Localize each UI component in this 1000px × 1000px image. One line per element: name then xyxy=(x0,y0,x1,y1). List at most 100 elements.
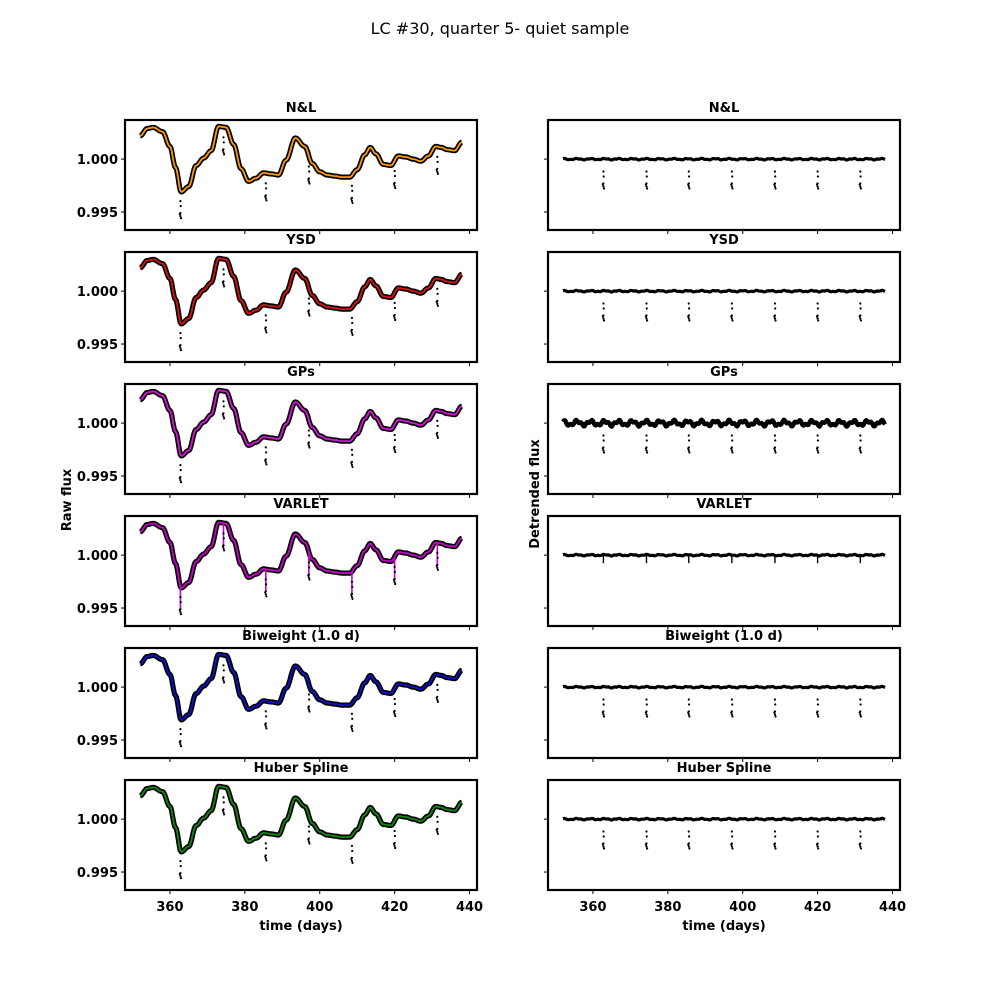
transit-point xyxy=(307,576,310,579)
transit-point xyxy=(178,873,181,876)
transit-point xyxy=(687,434,690,437)
transit-point xyxy=(179,200,182,203)
transit-point xyxy=(393,829,396,833)
transit-point xyxy=(222,664,225,667)
transit-point xyxy=(222,532,225,535)
transit-point xyxy=(816,170,819,173)
transit-point xyxy=(645,451,649,454)
raw-panel-3: GPs 1.000 0.995 xyxy=(77,365,479,498)
transit-point xyxy=(436,551,439,554)
transit-point xyxy=(645,830,648,833)
raw-panel-5: Biweight (1.0 d) 1.000 0.995 xyxy=(77,629,479,762)
transit-point xyxy=(393,184,396,188)
transit-point xyxy=(687,449,690,452)
transit-point xyxy=(773,185,777,188)
transit-point xyxy=(773,434,777,437)
transit-point xyxy=(264,842,267,845)
transit-point xyxy=(307,561,310,564)
transit-point xyxy=(222,400,225,403)
transit-point xyxy=(859,434,862,437)
transit-point xyxy=(222,796,225,799)
transit-point xyxy=(435,696,438,699)
transit-point xyxy=(221,281,224,284)
y-tick-label: 0.995 xyxy=(77,206,118,221)
panel-frame xyxy=(123,646,479,760)
transit-point xyxy=(179,469,182,472)
panel-title: N&L xyxy=(709,101,740,116)
x-tick-label: 360 xyxy=(579,900,606,915)
transit-point xyxy=(644,447,647,450)
transit-point xyxy=(731,715,734,718)
transit-point xyxy=(179,215,182,218)
x-tick-label: 420 xyxy=(381,900,408,915)
transit-point xyxy=(815,447,819,450)
transit-point xyxy=(774,703,777,706)
transit-point xyxy=(350,844,354,847)
transit-point xyxy=(351,321,354,324)
transit-point xyxy=(644,843,647,846)
transit-point xyxy=(308,302,311,305)
transit-point xyxy=(645,175,648,178)
transit-point xyxy=(308,842,311,845)
transit-point xyxy=(222,153,226,156)
transit-point xyxy=(858,843,861,846)
transit-point xyxy=(602,698,605,701)
transit-point xyxy=(265,319,268,322)
transit-point xyxy=(222,679,225,682)
raw-panel-6: Huber Spline 360 380 400 420 440 1.000 0.995 xyxy=(77,761,483,915)
transit-point xyxy=(435,828,438,831)
transit-point xyxy=(601,843,604,846)
transit-point xyxy=(222,285,226,288)
transit-point xyxy=(731,319,734,322)
trend-line xyxy=(139,389,463,457)
y-tick-label: 1.000 xyxy=(77,549,118,564)
transit-point xyxy=(774,835,777,838)
transit-point xyxy=(265,199,268,202)
panel-frame xyxy=(546,778,902,892)
transit-point xyxy=(351,453,354,456)
transit-point xyxy=(392,842,396,846)
transit-point xyxy=(815,315,819,318)
transit-point xyxy=(179,611,182,614)
transit-point xyxy=(645,170,648,173)
transit-point xyxy=(393,565,396,569)
transit-point xyxy=(221,677,224,680)
transit-point xyxy=(602,307,605,310)
transit-point xyxy=(601,711,604,714)
transit-point xyxy=(393,448,396,452)
transit-point xyxy=(179,745,183,748)
transit-point xyxy=(394,450,397,454)
transit-point xyxy=(688,175,691,178)
transit-point xyxy=(859,713,862,716)
transit-point xyxy=(436,170,439,173)
transit-point xyxy=(859,302,862,305)
transit-point xyxy=(436,155,439,158)
transit-point xyxy=(350,593,353,596)
transit-point xyxy=(858,315,861,318)
detrended-flux-points xyxy=(562,684,886,690)
transit-point xyxy=(392,314,396,318)
transit-point xyxy=(222,537,225,540)
transit-point xyxy=(350,199,354,202)
transit-point xyxy=(394,582,397,586)
x-tick-label: 440 xyxy=(456,900,483,915)
transit-point xyxy=(687,713,690,716)
transit-point xyxy=(816,302,819,305)
detrended-panel-4: VARLET xyxy=(544,497,902,630)
transit-point xyxy=(730,447,733,450)
transit-point xyxy=(602,830,605,833)
transit-point xyxy=(308,830,311,833)
transit-point xyxy=(730,713,733,716)
transit-point xyxy=(645,434,648,437)
transit-point xyxy=(859,698,862,701)
transit-point xyxy=(687,843,690,846)
transit-point xyxy=(436,700,440,703)
transit-point xyxy=(688,307,691,310)
transit-point xyxy=(308,182,311,185)
transit-point xyxy=(393,844,396,848)
transit-point xyxy=(179,217,183,220)
transit-point xyxy=(602,835,605,838)
detrended-flux-points xyxy=(562,156,886,162)
transit-point xyxy=(179,743,182,746)
transit-point xyxy=(393,580,396,584)
